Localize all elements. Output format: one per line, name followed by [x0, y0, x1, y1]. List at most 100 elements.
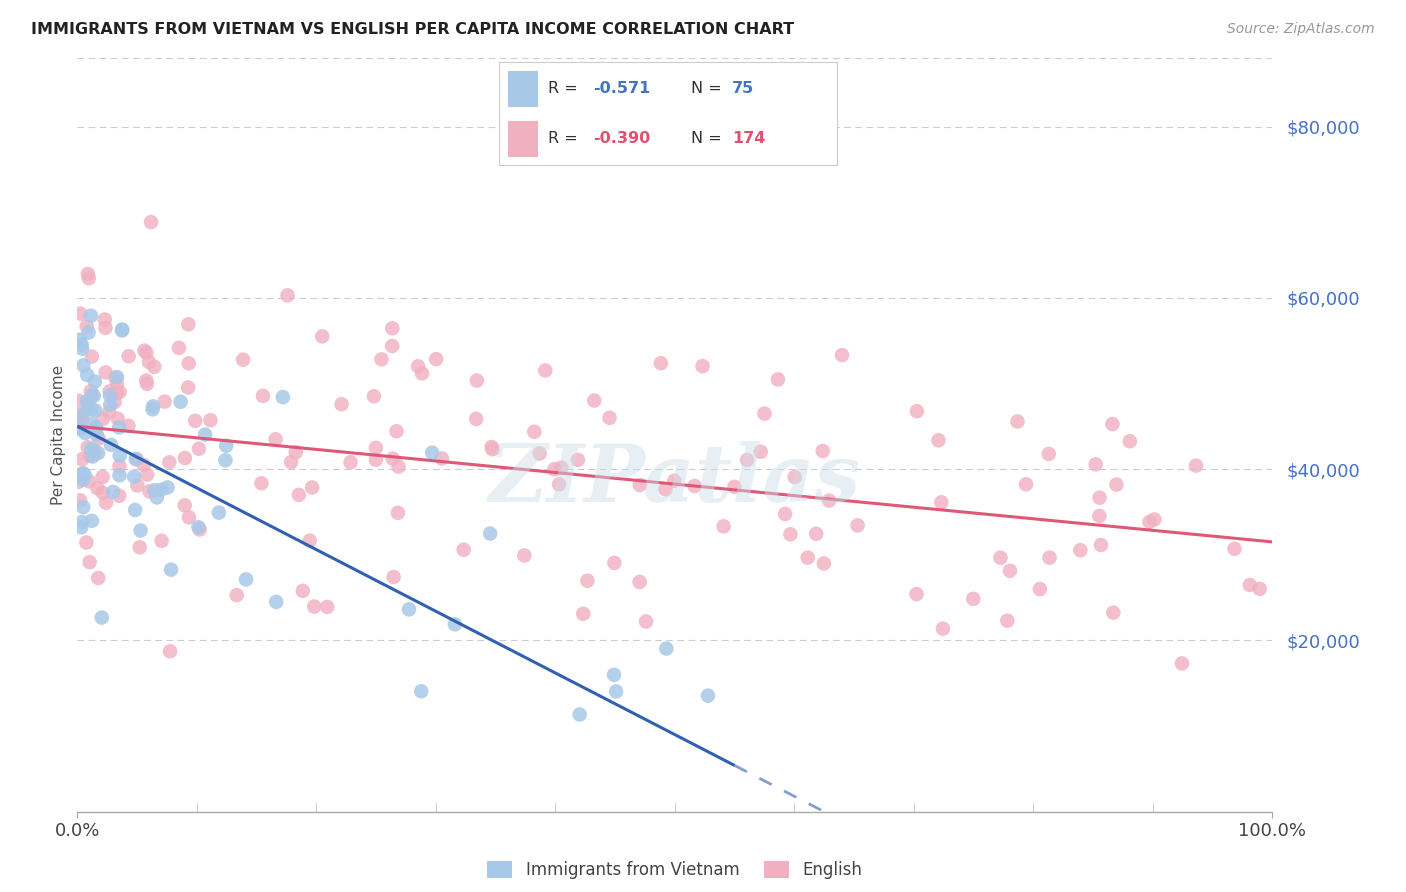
Point: [1088, 491, 1111, 505]
Point: [87, 571, 110, 585]
Point: [72, 473, 94, 487]
Point: [543, 462, 565, 476]
Point: [932, 622, 955, 636]
Point: [67, 422, 90, 436]
Point: [1029, 582, 1052, 596]
Point: [796, 550, 818, 565]
Point: [298, 533, 321, 548]
Point: [568, 707, 591, 722]
Point: [79, 555, 101, 569]
Point: [173, 451, 195, 466]
Point: [1015, 477, 1038, 491]
Point: [69, 333, 91, 347]
Point: [1088, 508, 1111, 523]
Point: [108, 384, 131, 399]
Point: [264, 595, 287, 609]
Point: [128, 541, 150, 555]
Point: [82, 450, 104, 464]
Point: [288, 488, 311, 502]
Point: [291, 583, 314, 598]
Point: [70, 452, 93, 467]
Point: [83, 375, 105, 389]
Point: [117, 418, 139, 433]
Point: [76, 368, 98, 382]
Point: [628, 478, 651, 492]
Point: [1119, 434, 1142, 449]
Point: [94, 312, 117, 326]
Point: [1105, 477, 1128, 491]
Point: [1185, 458, 1208, 473]
Point: [79, 449, 101, 463]
Point: [284, 445, 307, 459]
Point: [111, 323, 134, 337]
Point: [83, 447, 105, 461]
Point: [697, 689, 720, 703]
Point: [104, 370, 127, 384]
Point: [67, 475, 90, 489]
Y-axis label: Per Capita Income: Per Capita Income: [51, 365, 66, 505]
Point: [80, 442, 103, 456]
Point: [80, 388, 103, 402]
Point: [813, 557, 835, 571]
Point: [107, 411, 129, 425]
Point: [83, 389, 105, 403]
Point: [139, 215, 162, 229]
Point: [264, 432, 287, 446]
Point: [138, 484, 160, 499]
Point: [70, 515, 93, 529]
Point: [650, 356, 672, 370]
Point: [87, 432, 110, 446]
Point: [411, 684, 433, 698]
Point: [1101, 417, 1123, 431]
Point: [723, 480, 745, 494]
Point: [94, 365, 117, 379]
Text: Source: ZipAtlas.com: Source: ZipAtlas.com: [1227, 22, 1375, 37]
Point: [167, 341, 190, 355]
Point: [150, 483, 173, 497]
Point: [1038, 447, 1060, 461]
Point: [548, 477, 571, 491]
Point: [69, 493, 91, 508]
Point: [381, 321, 404, 335]
Point: [108, 489, 131, 503]
Point: [425, 352, 447, 367]
Point: [108, 459, 131, 474]
Point: [159, 644, 181, 658]
Point: [169, 394, 191, 409]
Point: [634, 615, 657, 629]
Point: [82, 442, 104, 457]
Text: 75: 75: [733, 80, 754, 95]
FancyBboxPatch shape: [508, 70, 538, 106]
Point: [187, 442, 209, 456]
Point: [225, 588, 247, 602]
Point: [465, 374, 488, 388]
Point: [754, 407, 776, 421]
FancyBboxPatch shape: [508, 121, 538, 157]
Point: [398, 602, 420, 616]
Point: [713, 519, 735, 533]
Point: [605, 684, 627, 698]
Point: [311, 329, 333, 343]
Point: [76, 440, 98, 454]
Point: [831, 348, 853, 362]
Point: [87, 446, 110, 460]
Point: [1223, 541, 1246, 556]
Point: [330, 397, 353, 411]
Point: [105, 370, 128, 384]
Point: [655, 641, 678, 656]
Point: [177, 356, 200, 370]
Point: [70, 408, 93, 422]
Text: -0.571: -0.571: [593, 80, 651, 95]
Point: [749, 444, 772, 458]
Point: [364, 452, 387, 467]
Point: [214, 453, 236, 467]
Point: [465, 412, 488, 426]
Point: [998, 564, 1021, 578]
Point: [420, 446, 443, 460]
Point: [76, 394, 98, 409]
Point: [927, 434, 949, 448]
Legend: Immigrants from Vietnam, English: Immigrants from Vietnam, English: [488, 861, 862, 879]
Point: [143, 483, 166, 498]
Point: [208, 506, 231, 520]
Point: [72, 411, 94, 425]
